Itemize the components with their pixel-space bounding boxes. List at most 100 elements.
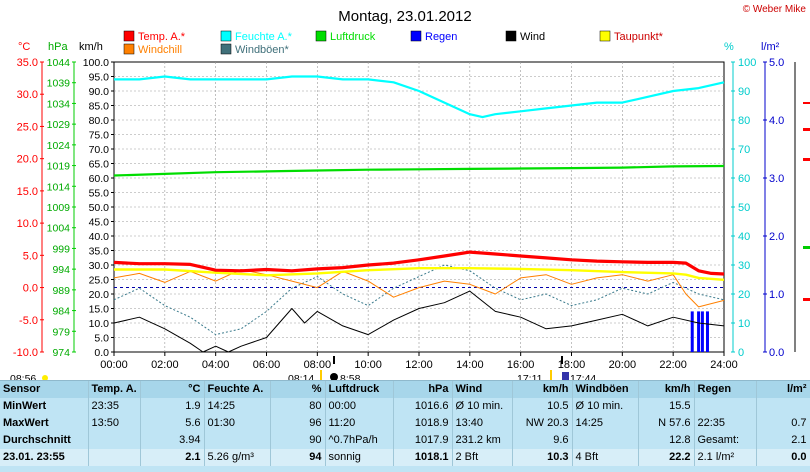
sunrise-label: 08:14	[288, 373, 314, 380]
wind-tick-label: 65.0	[89, 159, 110, 171]
legend-swatch	[220, 43, 232, 55]
wind-tick-label: 15.0	[89, 304, 110, 316]
wind-tick-label: 45.0	[89, 217, 110, 229]
rain-tick-label: 2.0	[769, 231, 784, 243]
moonset-marker	[561, 356, 563, 364]
x-tick-label: 00:00	[100, 359, 128, 371]
stats-cell: ^0.7hPa/h	[325, 432, 394, 449]
stats-cell: 2.1 l/m²	[694, 449, 757, 466]
cropped-marker-4	[803, 246, 810, 249]
pressure-tick-label: 984	[52, 306, 70, 318]
wind-tick-label: 80.0	[89, 115, 110, 127]
pressure-tick-label: 989	[52, 285, 70, 297]
legend-label: Regen	[425, 31, 457, 43]
x-tick-label: 04:00	[202, 359, 230, 371]
stats-row: Durchschnitt 3.94 90 ^0.7hPa/h 1017.9 231.2 k…	[0, 432, 810, 449]
wind-tick-label: 0.0	[94, 347, 109, 359]
pressure-tick-label: 1004	[47, 223, 71, 235]
x-tick-label: 24:00	[710, 359, 738, 371]
temp-tick-label: 0.0	[23, 283, 38, 295]
stats-row: MaxWert 13:50 5.6 01:30 96 11:20 1018.9 13:40 NW…	[0, 415, 810, 432]
moonrise-marker	[333, 356, 335, 364]
legend-swatch	[505, 30, 517, 42]
moonset-label: 17:44	[570, 373, 596, 380]
stats-cell: 90	[270, 432, 326, 449]
stats-header-cell: %	[270, 381, 326, 398]
wind-tick-label: 55.0	[89, 188, 110, 200]
stats-cell: Gesamt:	[694, 432, 757, 449]
wind-tick-label: 10.0	[89, 318, 110, 330]
pressure-tick-label: 1029	[47, 119, 71, 131]
legend-label: Feuchte A.*	[235, 31, 293, 43]
sunrise-marker	[320, 370, 322, 380]
stats-cell: 5.6	[140, 415, 205, 432]
pressure-tick-label: 1024	[47, 140, 71, 152]
stats-cell: 5.26 g/m³	[204, 449, 271, 466]
rain-bar	[697, 311, 701, 352]
chart-title: Montag, 23.01.2012	[338, 8, 471, 25]
stats-cell: 01:30	[204, 415, 271, 432]
stats-cell: 1017.9	[393, 432, 453, 449]
rain-tick-label: 3.0	[769, 173, 784, 185]
wind-tick-label: 95.0	[89, 72, 110, 84]
series-line-temp-a	[113, 250, 725, 276]
pressure-tick-label: 1009	[47, 202, 71, 214]
stats-cell	[756, 398, 810, 415]
temp-tick-label: 15.0	[17, 186, 38, 198]
pressure-tick-label: 994	[52, 264, 70, 276]
wind-tick-label: 70.0	[89, 144, 110, 156]
x-tick-label: 12:00	[405, 359, 433, 371]
stats-cell: 2.1	[756, 432, 810, 449]
wind-tick-label: 60.0	[89, 173, 110, 185]
legend-label: Windchill	[138, 44, 182, 56]
sun-moon-markers: 08:56 08:14 8:58 17:11 17:44	[10, 356, 596, 380]
legend-swatch	[220, 30, 232, 42]
rain-bar	[700, 311, 704, 352]
stats-cell: sonnig	[325, 449, 394, 466]
rain-tick-label: 5.0	[769, 57, 784, 69]
x-tick-label: 02:00	[151, 359, 179, 371]
rain-bar	[705, 311, 709, 352]
pressure-tick-label: 979	[52, 326, 70, 338]
moonrise-label: 8:58	[340, 373, 361, 380]
stats-cell: MinWert	[0, 398, 89, 415]
series-layer	[113, 75, 725, 353]
chart-legend: Temp. A.* Feuchte A.* Luftdruck Regen Wind Ta…	[123, 30, 664, 56]
wind-tick-label: 25.0	[89, 275, 110, 287]
wind-tick-label: 75.0	[89, 130, 110, 142]
wind-unit-label: km/h	[79, 41, 103, 53]
stats-header-cell: Regen	[694, 381, 757, 398]
wind-tick-label: 35.0	[89, 246, 110, 258]
stats-cell	[88, 432, 141, 449]
rain-unit-label: l/m²	[761, 41, 780, 53]
pressure-tick-label: 1034	[47, 98, 71, 110]
stats-cell: 4 Bft	[572, 449, 639, 466]
stats-cell: 23.01. 23:55	[0, 449, 89, 466]
legend-label: Temp. A.*	[138, 31, 186, 43]
pressure-tick-label: 1039	[47, 78, 71, 90]
x-tick-label: 22:00	[659, 359, 687, 371]
stats-header-cell: Luftdruck	[325, 381, 394, 398]
stats-header-row: Sensor Temp. A. °C Feuchte A.% Luftdruck hPa W…	[0, 381, 810, 398]
stats-cell	[88, 449, 141, 466]
humidity-tick-label: 90	[738, 86, 750, 98]
temp-tick-label: 20.0	[17, 154, 38, 166]
stats-cell	[694, 398, 757, 415]
x-tick-label: 16:00	[507, 359, 535, 371]
stats-cell: 94	[270, 449, 326, 466]
stats-cell: 3.94	[140, 432, 205, 449]
x-tick-label: 18:00	[558, 359, 586, 371]
stats-header-cell: Sensor	[0, 381, 89, 398]
stats-cell: Durchschnitt	[0, 432, 89, 449]
right-edge-fragments	[794, 62, 810, 352]
cropped-marker-2	[803, 128, 810, 131]
temp-tick-label: 30.0	[17, 89, 38, 101]
stats-header-cell: Temp. A.	[88, 381, 141, 398]
stats-cell: 15.5	[638, 398, 695, 415]
humidity-tick-label: 0	[738, 347, 744, 359]
series-line-taupunkt	[114, 267, 725, 281]
wind-tick-label: 20.0	[89, 289, 110, 301]
statistics-table: Sensor Temp. A. °C Feuchte A.% Luftdruck hPa W…	[0, 381, 810, 466]
stats-row: 23.01. 23:55 2.1 5.26 g/m³ 94 sonnig 1018.1 2 …	[0, 449, 810, 466]
legend-label: Wind	[520, 31, 545, 43]
